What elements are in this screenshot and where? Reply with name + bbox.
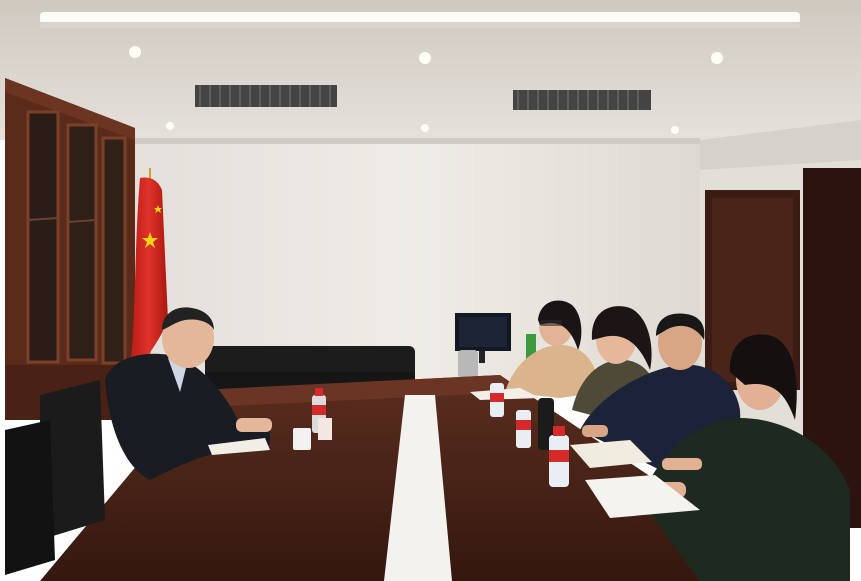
notebook-right-1 — [470, 388, 540, 400]
green-bottle — [526, 334, 536, 360]
ceiling-light-strip — [40, 12, 800, 24]
air-vent-left — [195, 85, 337, 107]
chair-left-front — [5, 420, 55, 575]
kettle — [458, 350, 478, 378]
cup-left — [293, 428, 311, 450]
water-bottle-right-1 — [490, 383, 504, 417]
sofa — [205, 346, 415, 392]
air-vent-right — [513, 90, 651, 110]
person-right-woman-1 — [505, 300, 600, 398]
notebook-right-2 — [570, 440, 652, 468]
national-flag — [130, 168, 168, 380]
table-runner — [384, 395, 452, 581]
chair-left-back — [40, 380, 105, 540]
water-bottle-right-2 — [516, 410, 531, 448]
papers-right-front — [585, 475, 700, 518]
monitor — [455, 313, 511, 363]
water-bottle-right-3 — [549, 426, 569, 487]
notebook-left — [208, 438, 270, 455]
downlights — [129, 46, 723, 134]
name-card-left — [318, 418, 332, 440]
